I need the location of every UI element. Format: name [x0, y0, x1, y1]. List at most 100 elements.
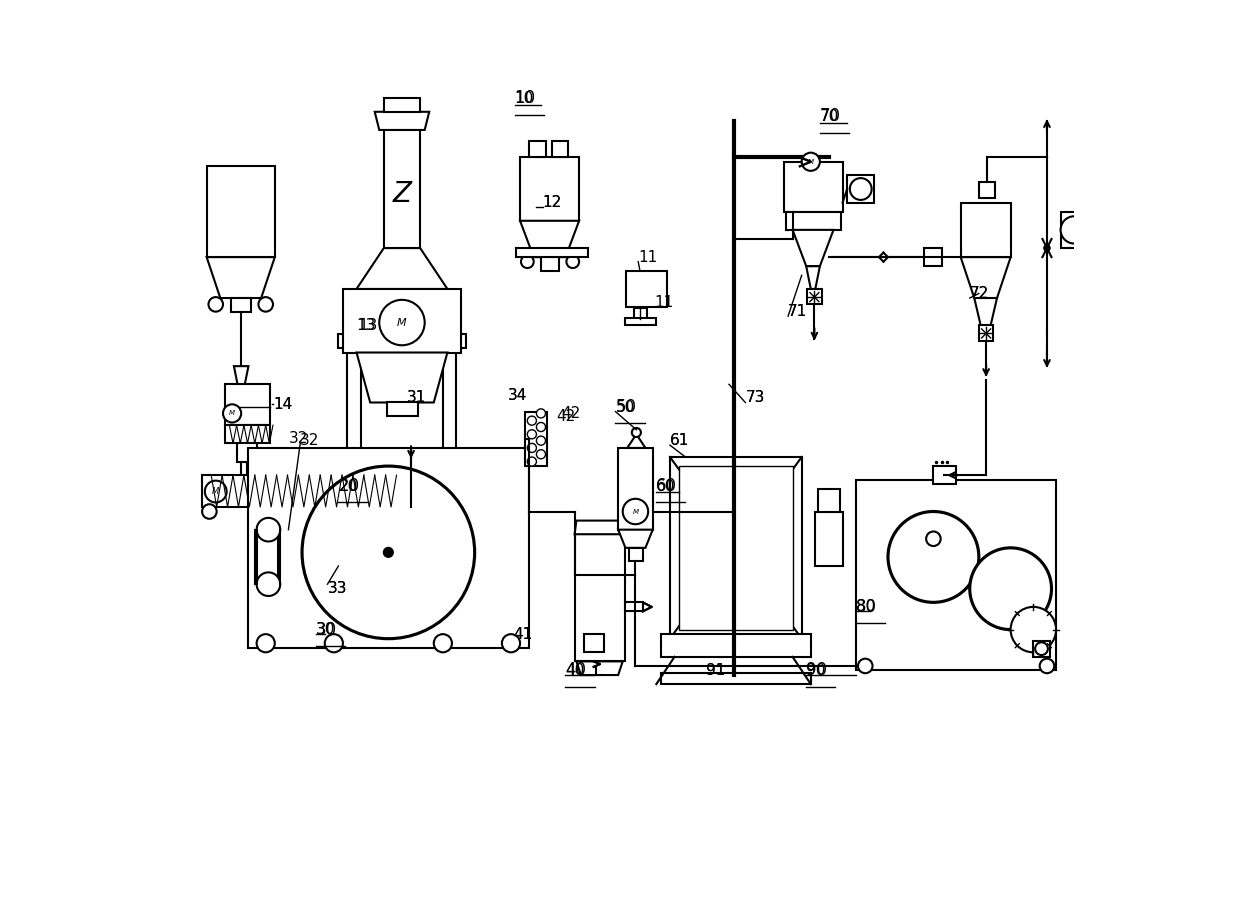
Bar	[807, 289, 822, 304]
Text: 41: 41	[513, 627, 533, 642]
Circle shape	[303, 466, 475, 639]
Text: 33: 33	[327, 581, 347, 596]
Bar	[254, 530, 278, 584]
Circle shape	[384, 547, 393, 557]
Bar	[619, 448, 652, 530]
Text: 41: 41	[513, 627, 533, 642]
Bar	[231, 298, 252, 312]
Circle shape	[1044, 245, 1050, 250]
Circle shape	[632, 428, 641, 437]
Circle shape	[970, 547, 1052, 630]
Bar	[661, 634, 811, 657]
Text: 40: 40	[565, 662, 587, 679]
Circle shape	[223, 404, 241, 422]
Bar	[818, 489, 839, 512]
Circle shape	[527, 416, 537, 425]
Text: 42: 42	[557, 409, 575, 423]
Bar	[384, 98, 420, 112]
Bar	[625, 602, 642, 611]
Bar	[516, 248, 588, 257]
Circle shape	[1035, 643, 1048, 655]
Polygon shape	[627, 434, 646, 448]
Bar	[626, 271, 667, 307]
Polygon shape	[357, 248, 448, 289]
Circle shape	[325, 634, 343, 653]
Bar	[680, 466, 792, 630]
Bar	[207, 166, 275, 257]
Text: 13: 13	[358, 318, 378, 333]
Bar	[978, 182, 996, 198]
Bar	[541, 257, 559, 271]
Polygon shape	[207, 257, 275, 298]
Text: Z: Z	[393, 179, 412, 207]
Circle shape	[434, 634, 451, 653]
Text: 50: 50	[615, 398, 636, 416]
Text: 90: 90	[806, 663, 826, 678]
Text: 34: 34	[508, 388, 528, 403]
Text: 11: 11	[655, 295, 673, 310]
Circle shape	[521, 255, 533, 268]
Polygon shape	[574, 521, 625, 534]
Bar	[347, 348, 361, 457]
Text: 42: 42	[560, 406, 580, 420]
Text: 20: 20	[339, 477, 360, 495]
Polygon shape	[806, 266, 820, 289]
Text: 60: 60	[656, 479, 676, 494]
Bar	[391, 503, 414, 521]
Text: 32: 32	[289, 431, 308, 446]
Text: 34: 34	[508, 388, 528, 403]
Circle shape	[502, 634, 520, 653]
Text: 12: 12	[543, 195, 562, 210]
Circle shape	[1039, 659, 1054, 674]
Circle shape	[858, 659, 873, 674]
Bar	[629, 547, 642, 561]
Bar	[625, 318, 656, 325]
Bar	[384, 130, 420, 248]
Text: 10: 10	[515, 90, 536, 107]
Text: 72: 72	[970, 286, 990, 301]
Bar	[847, 175, 874, 203]
Text: M: M	[807, 159, 813, 165]
Bar	[237, 443, 257, 462]
Bar	[574, 534, 625, 662]
Bar	[224, 384, 270, 425]
Text: 70: 70	[820, 107, 841, 125]
Bar	[248, 448, 529, 648]
Text: 20: 20	[339, 479, 357, 494]
Text: 61: 61	[670, 433, 689, 448]
Circle shape	[849, 178, 872, 200]
Bar	[339, 335, 465, 348]
Circle shape	[622, 499, 649, 525]
Text: 71: 71	[789, 304, 807, 319]
Text: 71: 71	[789, 304, 807, 319]
Bar	[978, 325, 993, 341]
Text: 72: 72	[970, 286, 990, 301]
Polygon shape	[577, 662, 622, 675]
Text: 33: 33	[327, 581, 347, 596]
Text: M: M	[212, 487, 219, 496]
Circle shape	[537, 436, 546, 445]
Text: M: M	[632, 508, 639, 515]
Bar	[634, 308, 647, 319]
Circle shape	[527, 457, 537, 466]
Bar	[856, 480, 1056, 671]
Text: 11: 11	[639, 250, 657, 265]
Bar	[670, 457, 802, 639]
Text: 40: 40	[565, 663, 585, 678]
Bar	[1033, 641, 1050, 657]
Circle shape	[527, 430, 537, 439]
Polygon shape	[619, 530, 652, 547]
Bar	[552, 141, 568, 157]
Text: 60: 60	[656, 477, 677, 495]
Circle shape	[1011, 607, 1056, 653]
Text: 91: 91	[707, 663, 725, 678]
Circle shape	[537, 409, 546, 418]
Text: 32: 32	[300, 433, 320, 448]
Circle shape	[257, 634, 275, 653]
Circle shape	[1060, 217, 1087, 243]
Polygon shape	[234, 367, 248, 384]
Bar	[387, 402, 418, 416]
Text: 30: 30	[316, 621, 337, 639]
Text: 73: 73	[745, 390, 765, 406]
Text: 10: 10	[515, 90, 534, 106]
